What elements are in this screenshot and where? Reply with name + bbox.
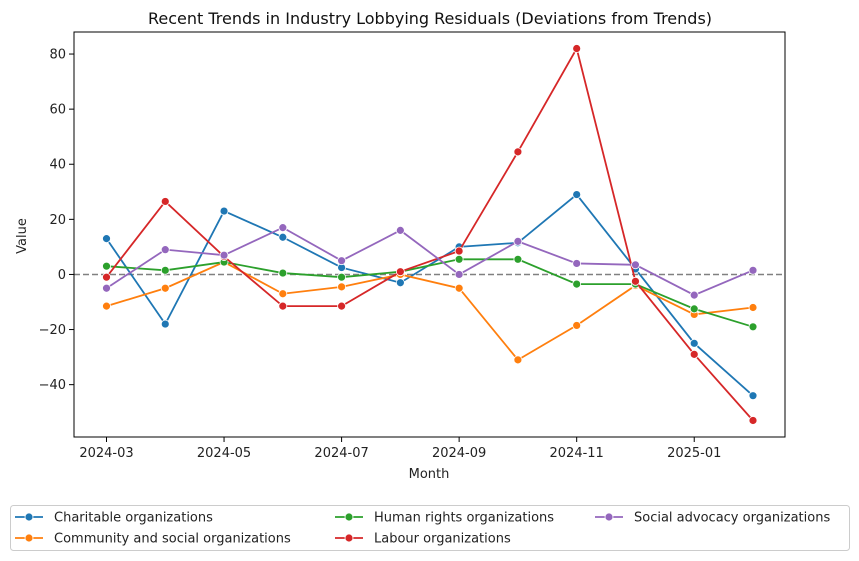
data-point: [160, 283, 170, 293]
chart-title: Recent Trends in Industry Lobbying Resid…: [148, 9, 712, 28]
data-point: [337, 282, 346, 292]
data-point: [102, 301, 111, 311]
data-point: [160, 265, 170, 275]
data-point: [748, 303, 758, 312]
data-point: [572, 190, 582, 199]
y-tick-label: −20: [39, 323, 66, 338]
data-point: [454, 283, 464, 293]
data-point: [278, 301, 288, 311]
y-axis-ticks: −40 −20 0 20 40 60 80: [39, 48, 74, 393]
data-point: [513, 355, 523, 365]
series-line: [106, 226, 754, 297]
series-line: [105, 46, 754, 422]
series-0: [102, 190, 758, 401]
x-tick-label: 2024-09: [432, 446, 486, 461]
data-point: [337, 272, 346, 282]
x-tick-label: 2025-01: [667, 446, 721, 461]
legend-item: Charitable organizations: [15, 511, 213, 526]
legend-item: Community and social organizations: [15, 532, 291, 547]
data-point: [278, 223, 288, 233]
data-point: [278, 289, 288, 299]
data-point: [219, 250, 229, 260]
data-point: [454, 246, 464, 256]
legend: Charitable organizations Community and so…: [10, 505, 850, 551]
data-point: [572, 321, 582, 330]
data-point: [748, 416, 758, 425]
data-point: [102, 272, 111, 282]
data-point: [160, 319, 170, 329]
series-4: [102, 223, 758, 300]
data-point: [748, 322, 758, 332]
legend-box: [10, 505, 850, 551]
data-point: [160, 245, 170, 255]
legend-swatch-marker: [344, 533, 354, 543]
legend-label: Labour organizations: [374, 532, 511, 547]
data-point: [278, 232, 288, 242]
series-line: [106, 261, 754, 362]
data-point: [689, 304, 699, 314]
data-point: [337, 256, 346, 266]
y-tick-label: 80: [49, 48, 66, 63]
data-point: [219, 206, 229, 216]
data-point: [513, 236, 523, 246]
data-point: [102, 261, 111, 271]
y-tick-label: −40: [39, 378, 66, 393]
data-point: [572, 259, 582, 268]
legend-swatch-marker: [604, 512, 614, 522]
data-point: [748, 391, 758, 401]
data-point: [689, 338, 699, 348]
data-point: [160, 197, 170, 206]
x-tick-label: 2024-11: [550, 446, 604, 461]
x-axis-label: Month: [409, 467, 450, 482]
legend-label: Community and social organizations: [54, 532, 291, 547]
data-point: [631, 260, 640, 270]
data-point: [395, 225, 405, 235]
data-point: [572, 279, 582, 289]
series-3: [102, 44, 758, 425]
data-point: [102, 234, 111, 244]
data-point: [631, 276, 640, 286]
data-point: [572, 44, 582, 53]
data-point: [689, 349, 699, 359]
data-point: [748, 265, 758, 275]
legend-item: Social advocacy organizations: [595, 511, 830, 526]
x-tick-label: 2024-05: [197, 446, 251, 461]
y-tick-label: 0: [58, 268, 66, 283]
legend-label: Human rights organizations: [374, 511, 554, 526]
data-point: [513, 254, 523, 264]
y-tick-label: 60: [49, 103, 66, 118]
y-axis-label: Value: [15, 218, 30, 254]
x-axis-ticks: 2024-03 2024-05 2024-07 2024-09 2024-11 2025-…: [79, 437, 721, 461]
legend-swatch-marker: [24, 533, 34, 543]
x-tick-label: 2024-07: [314, 446, 368, 461]
series-2: [102, 254, 758, 332]
legend-item: Labour organizations: [335, 532, 511, 547]
data-point: [513, 147, 523, 157]
plot-frame: [73, 31, 786, 438]
legend-label: Charitable organizations: [54, 511, 213, 526]
legend-swatch-marker: [24, 512, 34, 522]
data-point: [395, 278, 405, 288]
x-tick-label: 2024-03: [79, 446, 133, 461]
data-point: [337, 301, 346, 311]
data-point: [689, 290, 699, 300]
plot-area: [73, 31, 786, 438]
series-line: [106, 258, 754, 328]
data-point: [278, 268, 288, 278]
data-point: [454, 270, 464, 279]
legend-item: Human rights organizations: [335, 511, 554, 526]
legend-label: Social advocacy organizations: [634, 511, 830, 526]
y-tick-label: 20: [49, 213, 66, 228]
y-tick-label: 40: [49, 158, 66, 173]
legend-swatch-marker: [344, 512, 354, 522]
data-point: [102, 283, 111, 293]
data-point: [395, 267, 405, 277]
data-point: [454, 254, 464, 264]
